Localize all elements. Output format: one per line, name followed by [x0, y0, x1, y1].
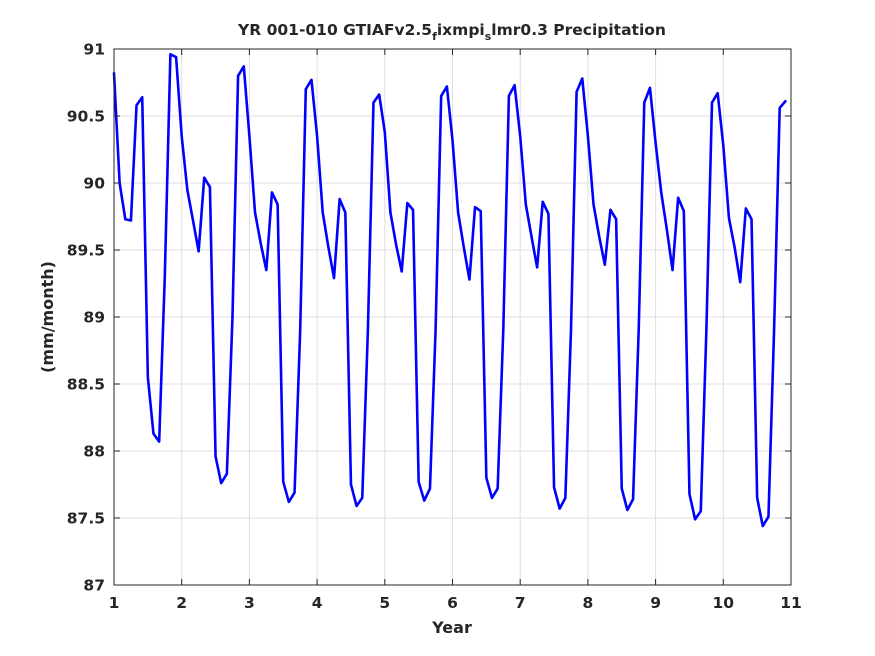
x-tick-label: 3: [244, 594, 255, 612]
tick-marks: [113, 48, 792, 586]
x-tick-label: 11: [780, 594, 802, 612]
y-tick-label: 91: [83, 41, 105, 59]
line-layer: [112, 53, 787, 528]
x-tick-label: 6: [447, 594, 458, 612]
y-tick-label: 87.5: [67, 510, 105, 528]
title-subscript-2: s: [485, 30, 492, 43]
y-tick-label: 88.5: [67, 376, 105, 394]
y-tick-label: 88: [83, 443, 105, 461]
x-tick-label: 2: [176, 594, 187, 612]
y-tick-label: 90.5: [67, 108, 105, 126]
title-subscript-1: f: [432, 30, 437, 43]
precipitation-series-line: [112, 53, 787, 528]
x-tick-labels: 1 2 3 4 5 6 7 8 9 10 11: [109, 594, 802, 612]
title-prefix: YR 001-010 GTIAFv2.5: [237, 21, 432, 39]
y-tick-label: 90: [83, 175, 105, 193]
y-tick-label: 87: [83, 577, 105, 595]
x-tick-label: 4: [312, 594, 323, 612]
title-suffix: lmr0.3 Precipitation: [491, 21, 666, 39]
y-tick-label: 89.5: [67, 242, 105, 260]
chart-title: YR 001-010 GTIAFv2.5fixmpislmr0.3 Precip…: [237, 21, 666, 43]
title-middle: ixmpi: [437, 21, 485, 39]
x-tick-label: 7: [515, 594, 526, 612]
y-tick-label: 89: [83, 309, 105, 327]
x-axis-label: Year: [431, 618, 472, 637]
x-tick-label: 8: [583, 594, 594, 612]
x-tick-label: 10: [713, 594, 735, 612]
x-tick-label: 5: [379, 594, 390, 612]
y-tick-labels: 87 87.5 88 88.5 89 89.5 90 90.5 91: [67, 41, 105, 595]
y-axis-label: (mm/month): [38, 261, 57, 373]
x-tick-label: 9: [650, 594, 661, 612]
x-tick-label: 1: [109, 594, 120, 612]
